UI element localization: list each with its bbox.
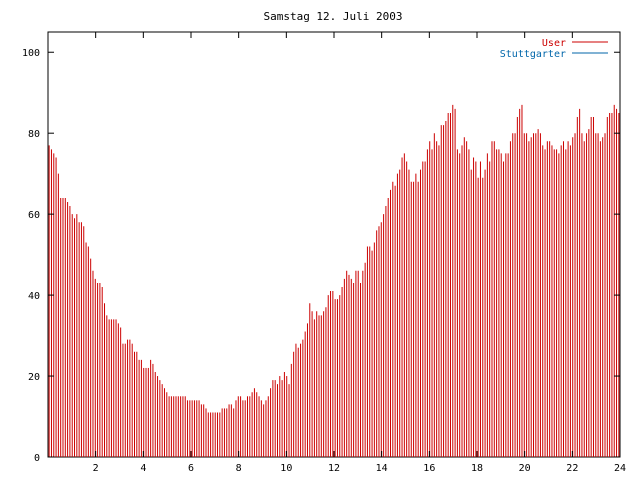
x-tick-label: 18 xyxy=(471,463,483,474)
legend: User Stuttgarter xyxy=(500,38,608,60)
legend-label-user: User xyxy=(542,38,566,49)
y-tick-label: 60 xyxy=(28,210,40,221)
x-tick-label: 22 xyxy=(566,463,578,474)
x-tick-label: 24 xyxy=(614,463,626,474)
y-tick-label: 20 xyxy=(28,372,40,383)
y-tick-label: 100 xyxy=(22,48,40,59)
bar-series-user xyxy=(48,104,620,457)
x-tick-label: 14 xyxy=(376,463,388,474)
x-tick-label: 12 xyxy=(328,463,340,474)
legend-label-stuttgarter: Stuttgarter xyxy=(500,49,566,60)
y-tick-label: 0 xyxy=(34,453,40,464)
x-tick-label: 2 xyxy=(93,463,99,474)
x-tick-label: 6 xyxy=(188,463,194,474)
x-tick-label: 16 xyxy=(423,463,435,474)
plot-frame xyxy=(47,31,621,458)
x-tick-label: 8 xyxy=(236,463,242,474)
y-tick-label: 80 xyxy=(28,129,40,140)
chart-title: Samstag 12. Juli 2003 xyxy=(263,10,402,23)
x-tick-label: 10 xyxy=(280,463,292,474)
x-tick-label: 4 xyxy=(140,463,146,474)
y-tick-label: 40 xyxy=(28,291,40,302)
x-tick-label: 20 xyxy=(519,463,531,474)
